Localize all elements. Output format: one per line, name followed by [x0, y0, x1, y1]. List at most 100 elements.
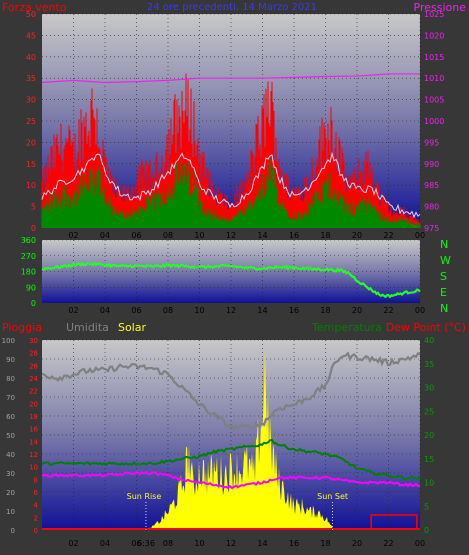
direction-x-tick: 08	[163, 306, 173, 315]
temperature-y-tick: 25	[424, 407, 434, 416]
wind-x-tick: 04	[100, 231, 110, 240]
rain-x-tick: 02	[68, 539, 78, 548]
wind-y-tick: 25	[26, 117, 36, 126]
wind-y-tick: 35	[26, 74, 36, 83]
humidity-y-tick: 80	[6, 375, 15, 383]
humidity-axis-title: Umidita	[66, 321, 109, 334]
rain-humidity-temperature-chart: Pioggia Umidita Solar Temperatura Dew Po…	[2, 321, 466, 548]
rain-x-tick: 22	[383, 539, 393, 548]
temperature-y-tick: 20	[424, 431, 434, 440]
date-title: 24 ore precedenti, 14 Marzo 2021	[147, 2, 317, 13]
rain-y-tick: 12	[29, 451, 38, 459]
wind-series	[41, 73, 421, 228]
pressure-line	[41, 73, 420, 84]
rain-x-tick: 14	[257, 539, 267, 548]
direction-y-tick-labels: 0 90 180 270 360	[21, 236, 36, 308]
direction-y-tick: 180	[21, 268, 36, 277]
rain-x-tick: 12	[226, 539, 236, 548]
wind-x-tick: 06	[131, 231, 141, 240]
rain-y-tick: 24	[29, 375, 38, 383]
wind-gust-series	[41, 73, 421, 227]
compass-label: W	[440, 254, 451, 267]
wind-x-tick: 02	[68, 231, 78, 240]
rain-y-tick: 22	[29, 388, 38, 396]
compass-label: S	[440, 270, 447, 283]
wind-y-tick: 20	[26, 138, 36, 147]
wind-y-tick: 15	[26, 160, 36, 169]
direction-x-tick: 10	[194, 306, 204, 315]
direction-x-tick: 16	[289, 306, 299, 315]
temperature-y-tick: 35	[424, 360, 434, 369]
rain-y-tick: 14	[29, 438, 38, 446]
temperature-line	[41, 438, 421, 481]
rain-x-tick: 16	[289, 539, 299, 548]
humidity-y-tick: 90	[6, 356, 15, 364]
wind-x-tick: 14	[257, 231, 267, 240]
pressure-y-tick: 985	[424, 181, 439, 190]
direction-series	[41, 260, 421, 299]
direction-y-tick: 0	[31, 299, 36, 308]
rain-y-tick: 8	[34, 476, 38, 484]
direction-x-tick: 06	[131, 306, 141, 315]
pressure-y-tick: 975	[424, 224, 439, 233]
dewpoint-line	[41, 470, 421, 490]
pressure-axis-title: Pressione	[414, 1, 467, 14]
temperature-axis-title: Temperatura	[311, 321, 382, 334]
direction-x-tick: 00	[415, 306, 425, 315]
direction-grid	[42, 239, 421, 304]
temperature-y-tick: 40	[424, 336, 434, 345]
solar-axis-title: Solar	[118, 321, 147, 334]
humidity-y-tick: 50	[6, 432, 15, 440]
compass-label: N	[440, 302, 448, 315]
wind-y-tick-labels: 0 5 10 15 20 25 30 35 40 45 50	[26, 10, 36, 233]
humidity-y-tick-labels: 0 10 20 30 40 50 60 70 80 90 100	[2, 337, 15, 535]
rain-highlight-box	[370, 514, 418, 530]
pressure-y-tick: 1000	[424, 117, 444, 126]
direction-x-tick: 02	[68, 306, 78, 315]
wind-y-tick: 50	[26, 10, 36, 19]
temperature-y-tick: 0	[424, 526, 429, 535]
rain-humidity-series	[41, 349, 421, 530]
humidity-y-tick: 10	[6, 508, 15, 516]
humidity-y-tick: 100	[2, 337, 15, 345]
pressure-y-tick-labels: 975 980 985 990 995 1000 1005 1010 1015 1020 1025	[424, 10, 444, 233]
wind-x-tick: 00	[415, 231, 425, 240]
wind-y-tick: 45	[26, 31, 36, 40]
dewpoint-axis-title: Dew Point (°C)	[386, 321, 466, 334]
direction-x-tick: 20	[352, 306, 362, 315]
wind-x-tick: 08	[163, 231, 173, 240]
rain-y-tick: 20	[29, 400, 38, 408]
rain-y-tick: 6	[34, 489, 39, 497]
rain-y-tick: 0	[34, 527, 38, 535]
rain-y-tick: 4	[34, 502, 39, 510]
humidity-y-tick: 30	[6, 470, 15, 478]
temperature-y-tick: 15	[424, 455, 434, 464]
compass-label: N	[440, 238, 448, 251]
wind-y-tick: 40	[26, 53, 36, 62]
rain-y-tick: 30	[29, 337, 38, 345]
direction-x-tick: 18	[320, 306, 330, 315]
solar-area	[42, 349, 420, 530]
rain-x-tick: 10	[194, 539, 204, 548]
rain-y-tick: 16	[29, 426, 38, 434]
rain-y-tick: 10	[29, 464, 38, 472]
rain-y-tick: 2	[34, 514, 38, 522]
wind-average-series	[41, 158, 421, 228]
wind-x-tick: 16	[289, 231, 299, 240]
wind-x-tick: 22	[383, 231, 393, 240]
temperature-y-tick: 5	[424, 502, 429, 511]
wind-y-tick: 10	[26, 181, 36, 190]
humidity-y-tick: 0	[11, 527, 15, 535]
pressure-y-tick: 1010	[424, 74, 444, 83]
direction-y-tick: 270	[21, 252, 36, 261]
rain-x-tick-labels: 02 04 06 08 10 12 14 16 18 20 22 00	[68, 539, 425, 548]
humidity-y-tick: 60	[6, 413, 15, 421]
direction-x-tick: 22	[383, 306, 393, 315]
wind-pressure-chart: Forza vento 24 ore precedenti, 14 Marzo …	[2, 1, 466, 240]
rain-x-tick: 08	[163, 539, 173, 548]
wind-x-tick: 20	[352, 231, 362, 240]
